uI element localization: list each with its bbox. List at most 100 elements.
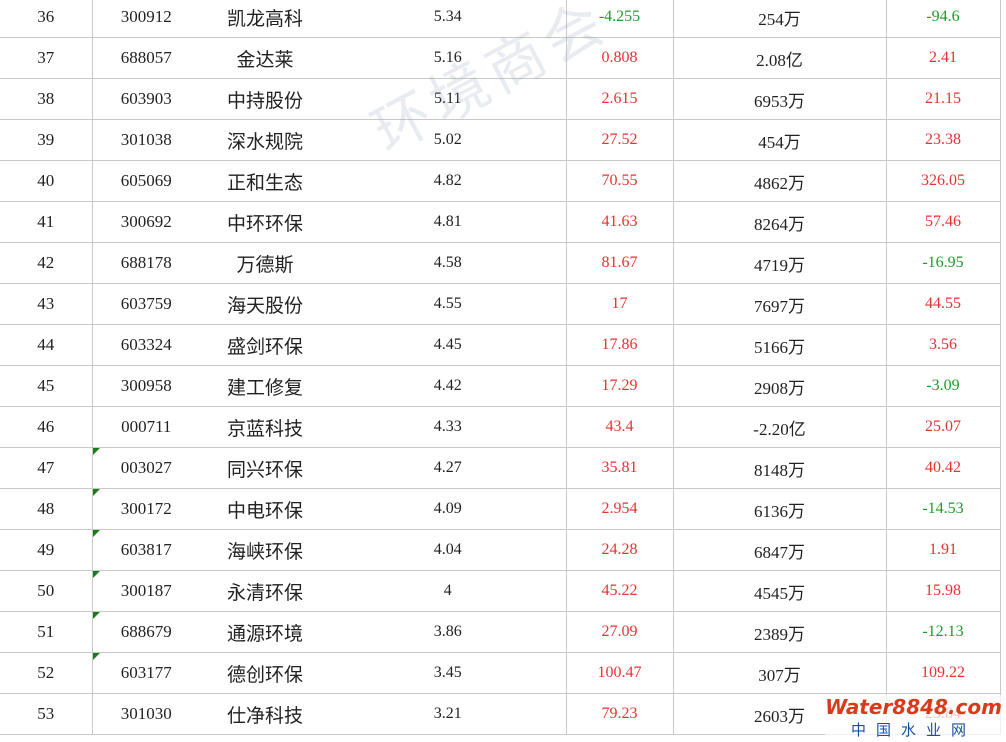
name-cell: 德创环保	[200, 652, 330, 694]
value-cell: 5.16	[330, 37, 567, 79]
amount-cell: 4545万	[673, 570, 887, 612]
name-cell: 海天股份	[200, 283, 330, 325]
amount-cell: 307万	[673, 652, 887, 694]
table-row: 52 603177 德创环保 3.45 100.47 307万 109.22	[0, 652, 1001, 694]
logo: Water8848.com 中国水业网	[825, 695, 1002, 740]
rank-cell: 38	[0, 78, 93, 120]
name-cell: 金达莱	[200, 37, 330, 79]
value-cell: 4.81	[330, 201, 567, 243]
name-cell: 万德斯	[200, 242, 330, 284]
growth-cell: 21.15	[886, 78, 1001, 120]
name-cell: 通源环境	[200, 611, 330, 653]
rank-cell: 44	[0, 324, 93, 366]
rank-cell: 41	[0, 201, 93, 243]
code-cell: 300172	[92, 488, 200, 530]
change-cell: 70.55	[566, 160, 674, 202]
table-row: 50 300187 永清环保 4 45.22 4545万 15.98	[0, 570, 1001, 612]
amount-cell: 8264万	[673, 201, 887, 243]
table-row: 43 603759 海天股份 4.55 17 7697万 44.55	[0, 283, 1001, 325]
value-cell: 4.33	[330, 406, 567, 448]
rank-cell: 52	[0, 652, 93, 694]
table-row: 51 688679 通源环境 3.86 27.09 2389万 -12.13	[0, 611, 1001, 653]
amount-cell: 6953万	[673, 78, 887, 120]
growth-cell: 40.42	[886, 447, 1001, 489]
growth-cell: 57.46	[886, 201, 1001, 243]
change-cell: 0.808	[566, 37, 674, 79]
amount-cell: 6847万	[673, 529, 887, 571]
value-cell: 4.04	[330, 529, 567, 571]
code-cell: 603177	[92, 652, 200, 694]
amount-cell: 454万	[673, 119, 887, 161]
table-row: 44 603324 盛剑环保 4.45 17.86 5166万 3.56	[0, 324, 1001, 366]
code-cell: 603759	[92, 283, 200, 325]
value-cell: 4.55	[330, 283, 567, 325]
table-row: 41 300692 中环环保 4.81 41.63 8264万 57.46	[0, 201, 1001, 243]
code-cell: 688057	[92, 37, 200, 79]
amount-cell: 2908万	[673, 365, 887, 407]
growth-cell: 23.38	[886, 119, 1001, 161]
value-cell: 4	[330, 570, 567, 612]
code-cell: 688679	[92, 611, 200, 653]
name-cell: 海峡环保	[200, 529, 330, 571]
rank-cell: 36	[0, 0, 93, 38]
rank-cell: 47	[0, 447, 93, 489]
amount-cell: 254万	[673, 0, 887, 38]
table-row: 45 300958 建工修复 4.42 17.29 2908万 -3.09	[0, 365, 1001, 407]
change-cell: 2.615	[566, 78, 674, 120]
name-cell: 中持股份	[200, 78, 330, 120]
growth-cell: 1.91	[886, 529, 1001, 571]
name-cell: 同兴环保	[200, 447, 330, 489]
value-cell: 5.02	[330, 119, 567, 161]
code-cell: 605069	[92, 160, 200, 202]
code-cell: 301038	[92, 119, 200, 161]
growth-cell: 44.55	[886, 283, 1001, 325]
table-row: 49 603817 海峡环保 4.04 24.28 6847万 1.91	[0, 529, 1001, 571]
name-cell: 深水规院	[200, 119, 330, 161]
growth-cell: -3.09	[886, 365, 1001, 407]
growth-cell: -14.53	[886, 488, 1001, 530]
change-cell: 45.22	[566, 570, 674, 612]
rank-cell: 43	[0, 283, 93, 325]
name-cell: 盛剑环保	[200, 324, 330, 366]
amount-cell: 6136万	[673, 488, 887, 530]
table-row: 46 000711 京蓝科技 4.33 43.4 -2.20亿 25.07	[0, 406, 1001, 448]
value-cell: 4.58	[330, 242, 567, 284]
name-cell: 凯龙高科	[200, 0, 330, 38]
growth-cell: -16.95	[886, 242, 1001, 284]
growth-cell: 2.41	[886, 37, 1001, 79]
amount-cell: 4862万	[673, 160, 887, 202]
name-cell: 正和生态	[200, 160, 330, 202]
rank-cell: 46	[0, 406, 93, 448]
value-cell: 4.45	[330, 324, 567, 366]
amount-cell: 7697万	[673, 283, 887, 325]
table-row: 47 003027 同兴环保 4.27 35.81 8148万 40.42	[0, 447, 1001, 489]
rank-cell: 39	[0, 119, 93, 161]
code-cell: 300958	[92, 365, 200, 407]
rank-cell: 50	[0, 570, 93, 612]
name-cell: 永清环保	[200, 570, 330, 612]
code-cell: 603324	[92, 324, 200, 366]
value-cell: 4.09	[330, 488, 567, 530]
table-row: 36 300912 凯龙高科 5.34 -4.255 254万 -94.6	[0, 0, 1001, 38]
table-row: 40 605069 正和生态 4.82 70.55 4862万 326.05	[0, 160, 1001, 202]
value-cell: 5.34	[330, 0, 567, 38]
code-cell: 003027	[92, 447, 200, 489]
change-cell: 41.63	[566, 201, 674, 243]
code-cell: 301030	[92, 693, 200, 735]
table-row: 38 603903 中持股份 5.11 2.615 6953万 21.15	[0, 78, 1001, 120]
amount-cell: 5166万	[673, 324, 887, 366]
growth-cell: 326.05	[886, 160, 1001, 202]
change-cell: 27.09	[566, 611, 674, 653]
code-cell: 300187	[92, 570, 200, 612]
value-cell: 4.42	[330, 365, 567, 407]
table-row: 37 688057 金达莱 5.16 0.808 2.08亿 2.41	[0, 37, 1001, 79]
amount-cell: 2389万	[673, 611, 887, 653]
growth-cell: -94.6	[886, 0, 1001, 38]
name-cell: 中电环保	[200, 488, 330, 530]
change-cell: 35.81	[566, 447, 674, 489]
change-cell: 100.47	[566, 652, 674, 694]
growth-cell: 109.22	[886, 652, 1001, 694]
change-cell: -4.255	[566, 0, 674, 38]
